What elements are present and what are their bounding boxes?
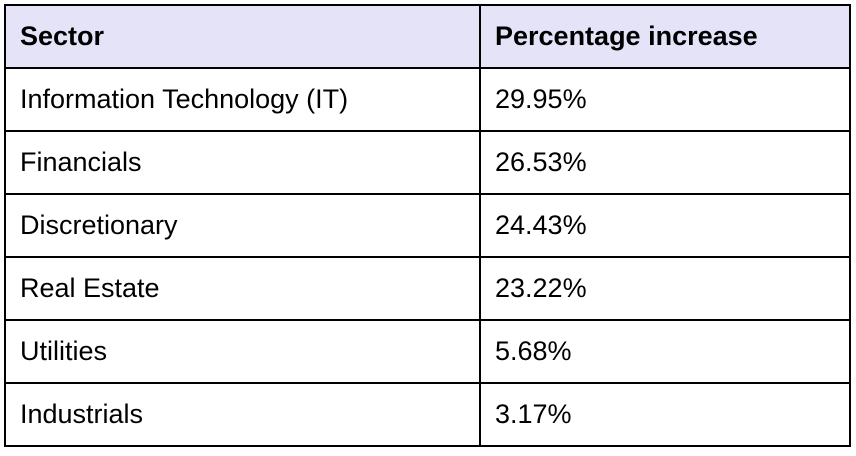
sector-cell: Industrials <box>4 382 481 447</box>
sector-cell: Financials <box>4 130 481 195</box>
sector-cell: Real Estate <box>4 256 481 321</box>
table-row: Real Estate 23.22% <box>4 256 851 321</box>
column-header-sector: Sector <box>4 4 481 69</box>
sector-cell: Information Technology (IT) <box>4 67 481 132</box>
sector-percentage-table: Sector Percentage increase Information T… <box>4 4 851 447</box>
percentage-cell: 3.17% <box>479 382 851 447</box>
percentage-cell: 23.22% <box>479 256 851 321</box>
sector-cell: Utilities <box>4 319 481 384</box>
table-row: Financials 26.53% <box>4 130 851 195</box>
percentage-cell: 24.43% <box>479 193 851 258</box>
percentage-cell: 29.95% <box>479 67 851 132</box>
percentage-cell: 5.68% <box>479 319 851 384</box>
table-header-row: Sector Percentage increase <box>4 4 851 69</box>
table-row: Utilities 5.68% <box>4 319 851 384</box>
column-header-percentage-increase: Percentage increase <box>479 4 851 69</box>
sector-cell: Discretionary <box>4 193 481 258</box>
table-row: Industrials 3.17% <box>4 382 851 447</box>
table-row: Discretionary 24.43% <box>4 193 851 258</box>
percentage-cell: 26.53% <box>479 130 851 195</box>
table-row: Information Technology (IT) 29.95% <box>4 67 851 132</box>
